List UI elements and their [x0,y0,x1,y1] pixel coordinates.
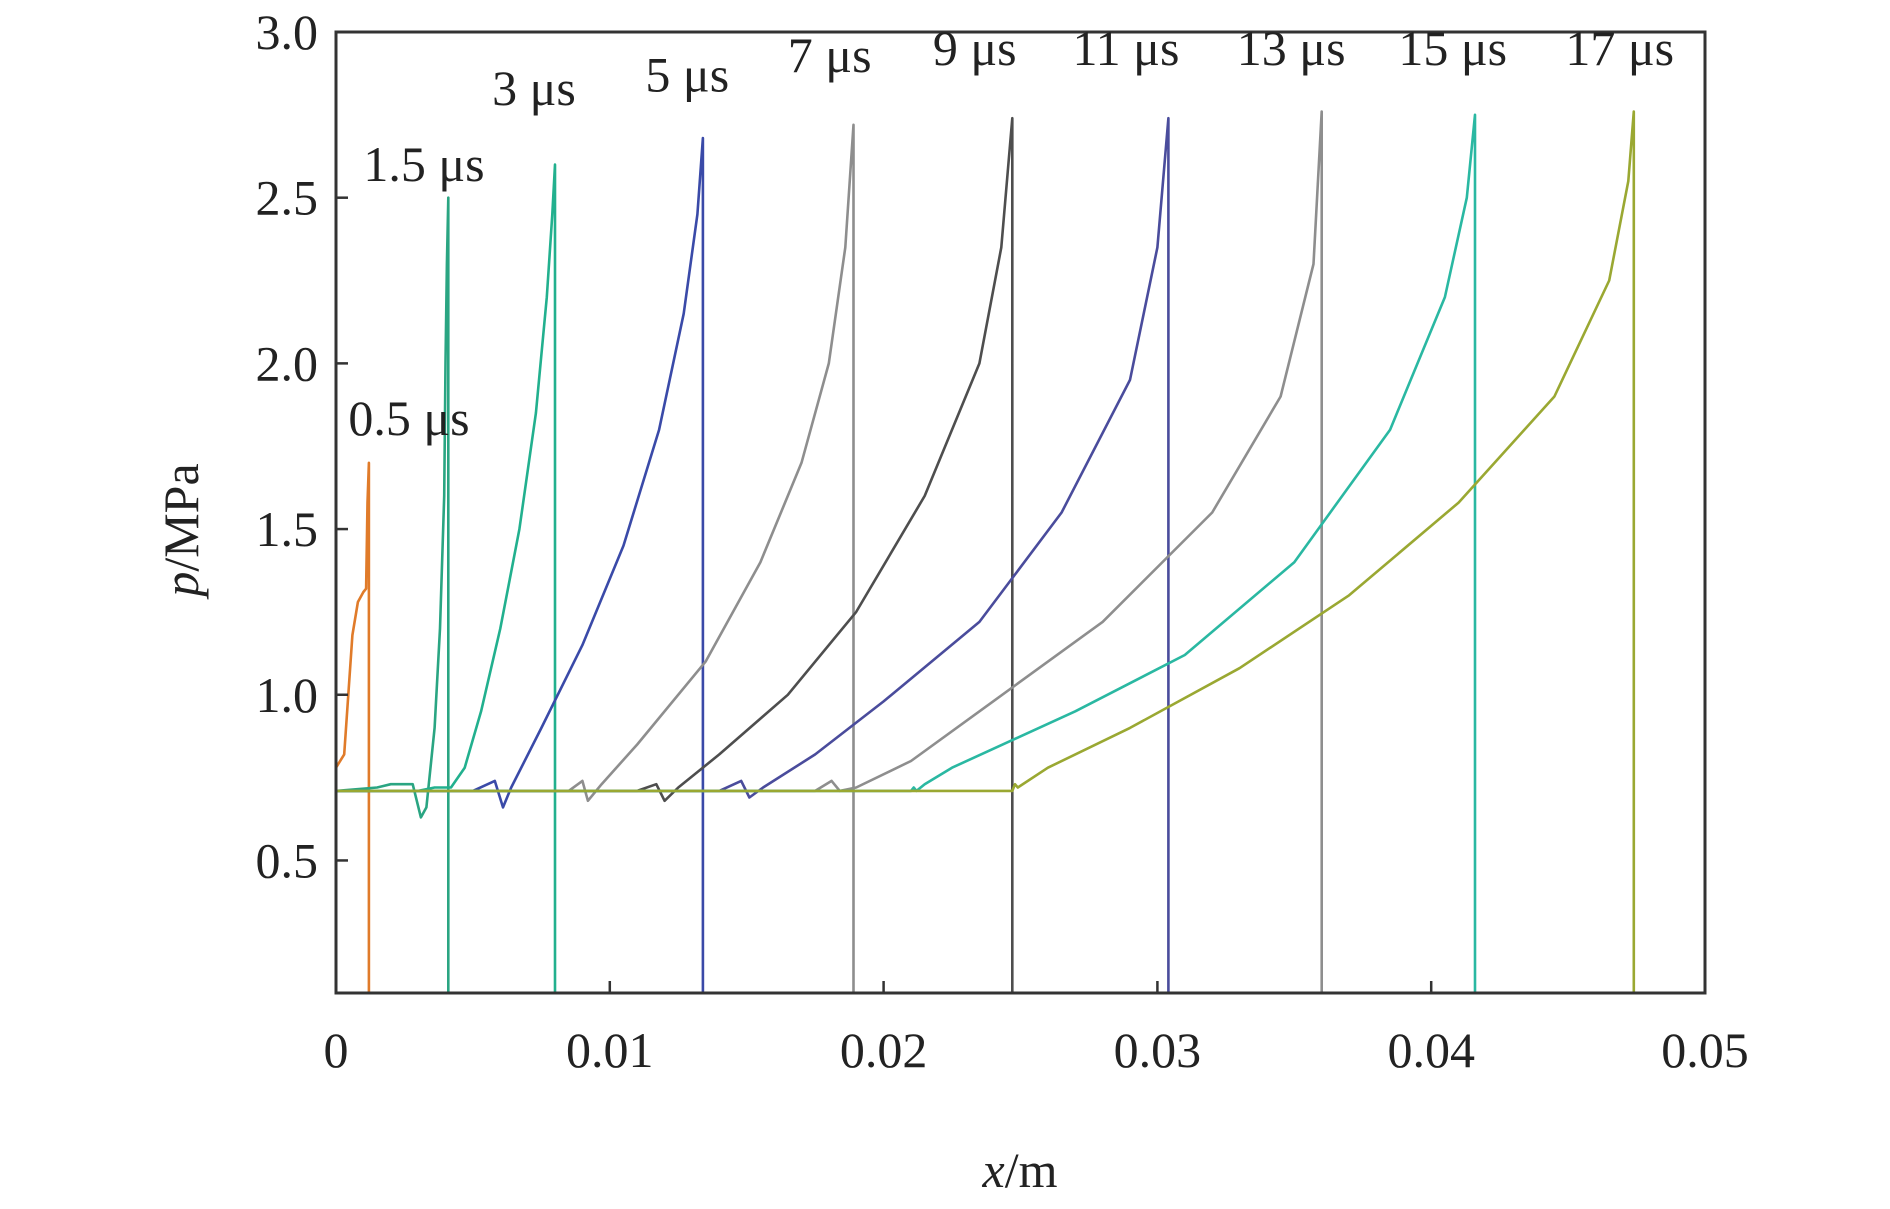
x-tick-label: 0.02 [840,1022,928,1078]
x-axis-ticks: 0 0.01 0.02 0.03 0.04 0.05 [324,981,1749,1078]
curve-4 [336,123,1705,993]
series-label: 17 μs [1565,20,1674,76]
series-label: 9 μs [933,20,1017,76]
x-tick-label: 0.03 [1114,1022,1202,1078]
y-tick-label: 1.0 [256,667,319,723]
series-label: 13 μs [1237,20,1346,76]
series-label: 3 μs [492,60,576,116]
y-axis-var: p [153,572,209,600]
curve-2 [336,163,1705,993]
curve-0 [336,461,1705,993]
curve-7 [336,110,1705,993]
curve-8 [336,113,1705,993]
curve-6 [336,116,1705,993]
x-tick-label: 0.04 [1387,1022,1475,1078]
y-tick-label: 0.5 [256,832,319,888]
y-axis-label: p/MPa [153,463,209,599]
x-axis-var: x [982,1142,1005,1198]
curve-3 [336,136,1705,993]
x-tick-label: 0.01 [566,1022,654,1078]
curve-1 [336,196,1705,993]
series-label: 5 μs [645,47,729,103]
series-label: 1.5 μs [363,136,484,192]
y-axis-ticks: 0.5 1.0 1.5 2.0 2.5 3.0 [256,4,348,888]
y-axis-unit: /MPa [153,463,209,571]
y-tick-label: 2.0 [256,335,319,391]
x-tick-label: 0 [324,1022,349,1078]
series-label: 11 μs [1073,20,1180,76]
series-labels: 0.5 μs 1.5 μs3 μs 5 μs 7 μs 9 μs 11 μs 13 μs 15… [348,20,1674,446]
series-label: 15 μs [1398,20,1507,76]
plot-frame [334,30,1707,995]
y-tick-label: 2.5 [256,170,319,226]
curve-9 [336,110,1705,993]
y-tick-label: 1.5 [256,501,319,557]
x-axis-unit: /m [1005,1142,1058,1198]
series-label: 0.5 μs [348,390,469,446]
y-tick-label: 3.0 [256,4,319,60]
series-label: 7 μs [788,27,872,83]
curve-group [336,110,1705,993]
x-axis-label: x/m [982,1142,1058,1198]
x-tick-label: 0.05 [1661,1022,1749,1078]
curve-5 [336,116,1705,993]
